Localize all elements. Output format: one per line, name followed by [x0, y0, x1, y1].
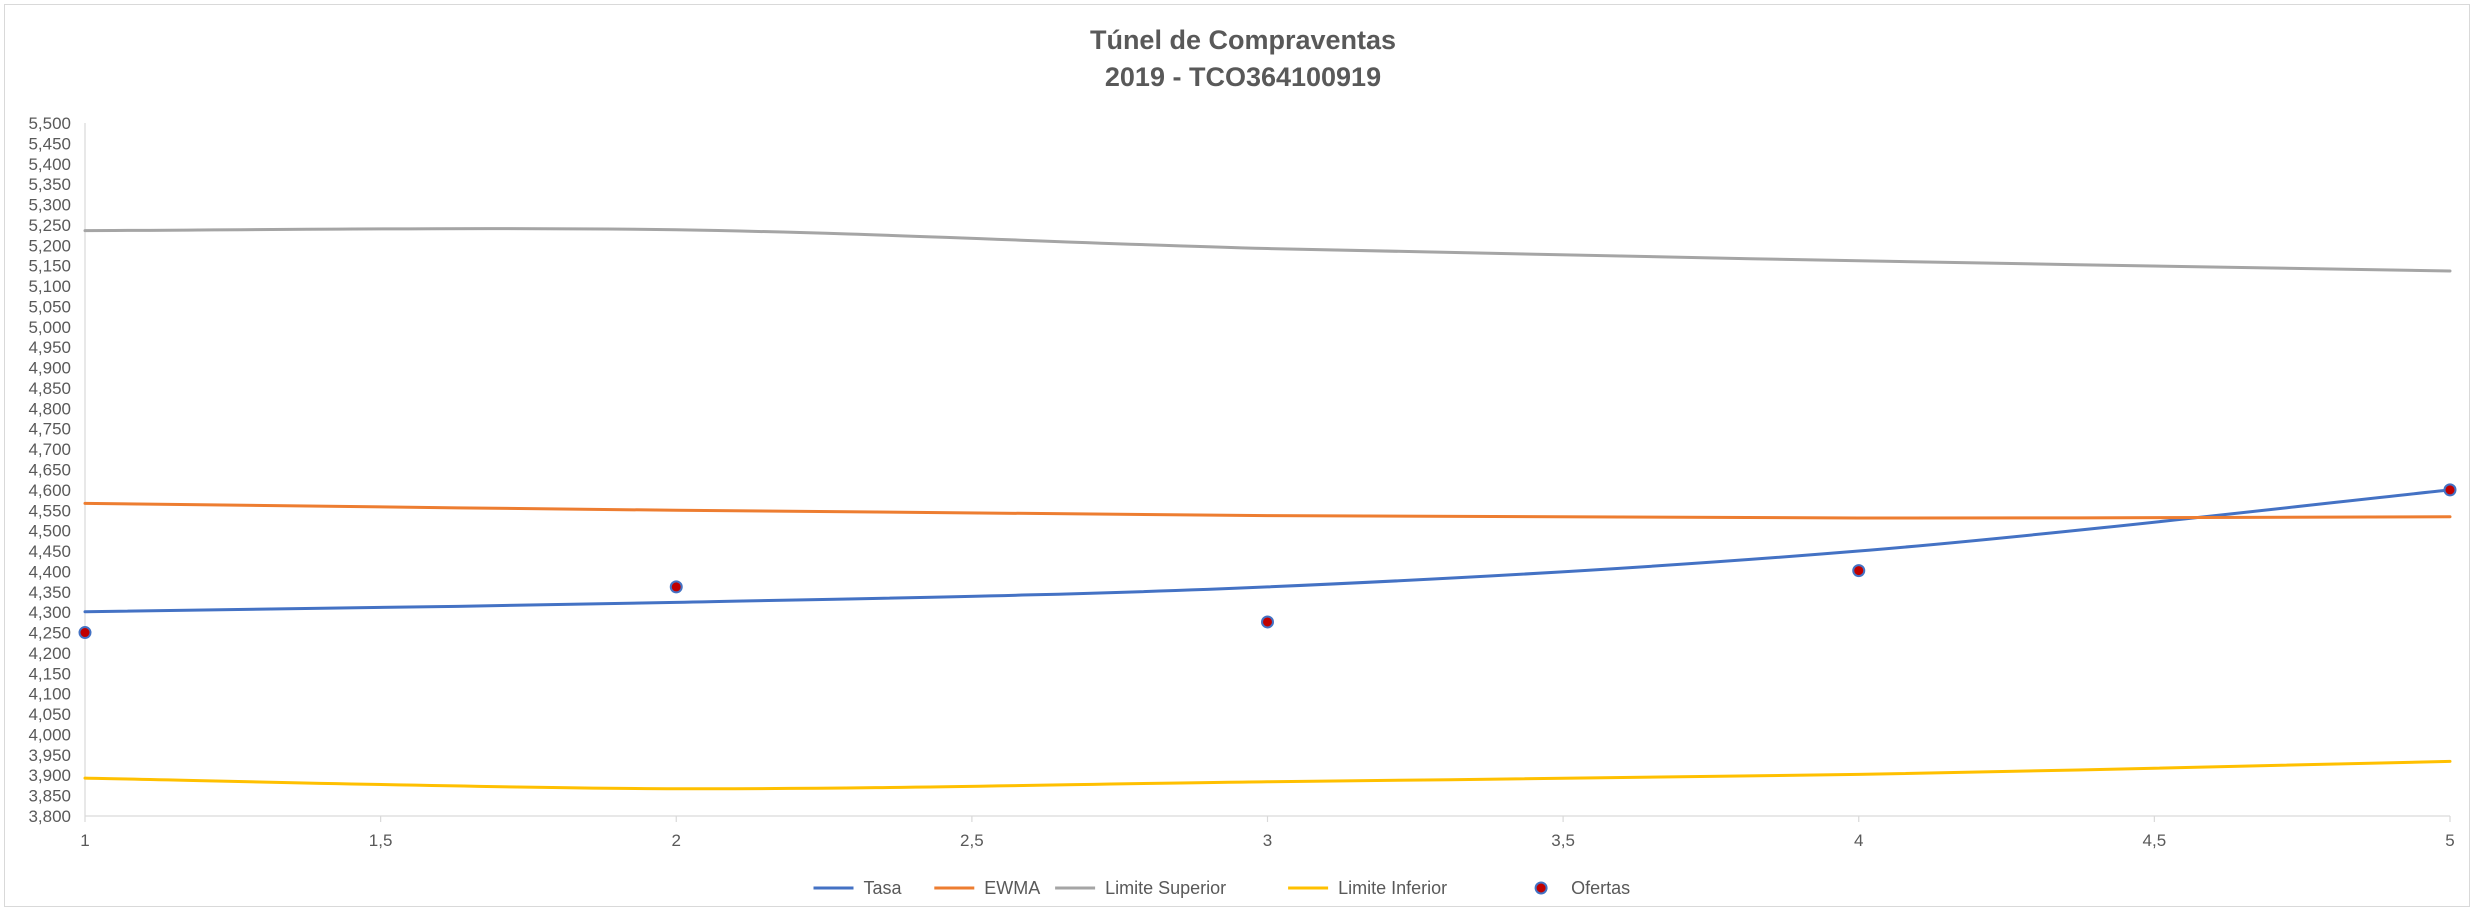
legend-label: EWMA — [984, 878, 1040, 898]
x-tick-label: 1,5 — [369, 831, 393, 850]
y-tick-label: 4,800 — [28, 399, 71, 418]
chart-svg: Túnel de Compraventas 2019 - TCO36410091… — [28, 25, 2457, 898]
series-line-limite-superior — [83, 227, 2452, 273]
y-tick-label: 5,400 — [28, 155, 71, 174]
y-tick-label: 5,000 — [28, 318, 71, 337]
legend-swatch-marker — [1534, 881, 1548, 895]
y-tick-label: 3,900 — [28, 766, 71, 785]
legend: Tasa EWMA Limite Superior Limite Inferior Of… — [813, 878, 1630, 898]
chart-subtitle: 2019 - TCO364100919 — [1105, 62, 1381, 92]
legend-item-limite-superior: Limite Superior — [1055, 878, 1226, 898]
y-tick-label: 5,150 — [28, 257, 71, 276]
x-tick-label: 2,5 — [960, 831, 984, 850]
x-tick-label: 2 — [672, 831, 681, 850]
y-tick-label: 4,200 — [28, 644, 71, 663]
legend-item-tasa: Tasa — [813, 878, 903, 898]
y-tick-label: 4,450 — [28, 542, 71, 561]
y-tick-label: 4,250 — [28, 624, 71, 643]
y-tick-label: 5,300 — [28, 196, 71, 215]
legend-label: Ofertas — [1571, 878, 1630, 898]
series-line-limite-inferior — [83, 759, 2452, 791]
x-tick-label: 3,5 — [1551, 831, 1575, 850]
y-tick-label: 4,300 — [28, 603, 71, 622]
x-tick-label: 4 — [1854, 831, 1863, 850]
x-axis: 1 1,5 2 2,5 3 3,5 4 4,5 5 — [80, 815, 2455, 850]
legend-label: Tasa — [864, 878, 903, 898]
data-point-ofertas — [669, 580, 683, 594]
series-line-ewma — [83, 501, 2452, 520]
data-point-ofertas — [1261, 615, 1274, 629]
y-tick-label: 4,850 — [28, 379, 71, 398]
y-tick-label: 3,950 — [28, 746, 71, 765]
y-tick-label: 4,700 — [28, 440, 71, 459]
y-tick-label: 4,500 — [28, 522, 71, 541]
y-tick-label: 4,950 — [28, 338, 71, 357]
plot-series — [78, 227, 2457, 791]
y-tick-label: 4,350 — [28, 583, 71, 602]
y-tick-label: 5,050 — [28, 297, 71, 316]
legend-item-limite-inferior: Limite Inferior — [1288, 878, 1447, 898]
legend-label: Limite Inferior — [1338, 878, 1447, 898]
y-tick-label: 3,850 — [28, 787, 71, 806]
y-tick-label: 5,100 — [28, 277, 71, 296]
y-tick-label: 4,750 — [28, 420, 71, 439]
y-tick-label: 4,400 — [28, 562, 71, 581]
y-tick-label: 4,050 — [28, 705, 71, 724]
x-tick-label: 3 — [1263, 831, 1272, 850]
y-tick-label: 4,150 — [28, 664, 71, 683]
x-tick-label: 4,5 — [2143, 831, 2167, 850]
data-point-ofertas — [78, 626, 92, 640]
data-point-ofertas — [1852, 564, 1866, 578]
y-tick-label: 3,800 — [28, 807, 71, 826]
x-tick-label: 5 — [2445, 831, 2454, 850]
legend-item-ewma: EWMA — [934, 878, 1040, 898]
y-tick-label: 5,500 — [28, 114, 71, 133]
y-tick-label: 5,350 — [28, 175, 71, 194]
y-tick-label: 4,900 — [28, 359, 71, 378]
y-tick-label: 4,550 — [28, 501, 71, 520]
y-tick-label: 4,000 — [28, 725, 71, 744]
series-line-tasa — [83, 488, 2452, 614]
y-tick-label: 5,200 — [28, 236, 71, 255]
y-tick-label: 4,650 — [28, 461, 71, 480]
chart-title: Túnel de Compraventas — [1090, 25, 1396, 55]
y-tick-label: 4,100 — [28, 685, 71, 704]
y-tick-label: 5,450 — [28, 134, 71, 153]
chart-area: Túnel de Compraventas 2019 - TCO36410091… — [4, 4, 2470, 907]
legend-label: Limite Superior — [1105, 878, 1226, 898]
legend-item-ofertas: Ofertas — [1534, 878, 1630, 898]
y-tick-label: 5,250 — [28, 216, 71, 235]
y-tick-label: 4,600 — [28, 481, 71, 500]
x-tick-label: 1 — [80, 831, 89, 850]
data-point-ofertas — [2443, 483, 2457, 497]
